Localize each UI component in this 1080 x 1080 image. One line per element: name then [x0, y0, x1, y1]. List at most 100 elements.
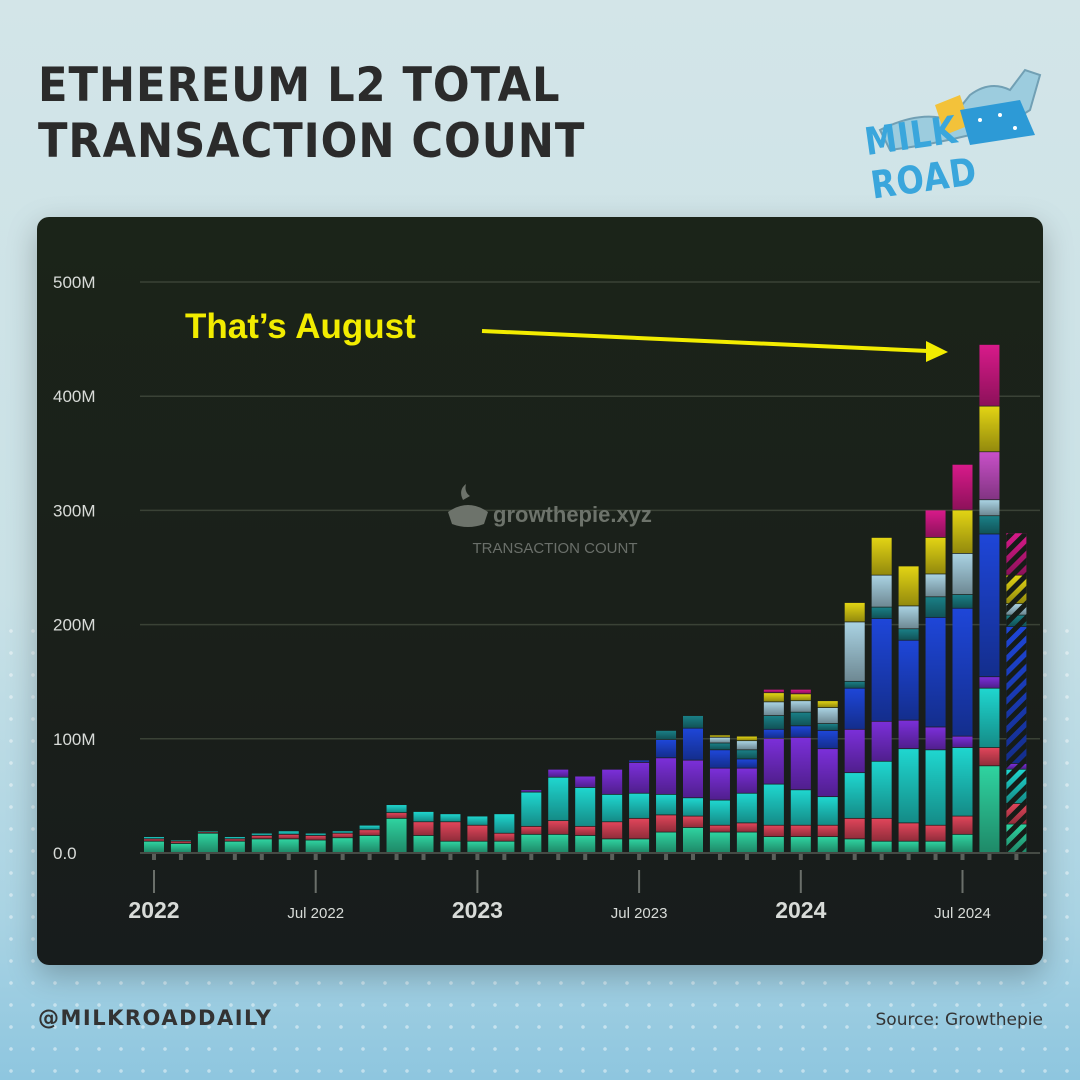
- segment-shade: [952, 464, 973, 510]
- bar-jul-2023[interactable]: [629, 760, 650, 853]
- segment-shade: [656, 794, 677, 815]
- segment-shade: [332, 831, 353, 833]
- bar-apr-2024[interactable]: [871, 537, 892, 853]
- segment-shade: [979, 677, 1000, 688]
- bar-mar-2023[interactable]: [521, 790, 542, 853]
- segment-shade: [844, 818, 865, 839]
- y-tick-label: 0.0: [53, 844, 77, 863]
- x-tick-label: 2023: [452, 897, 503, 923]
- bar-jun-2024[interactable]: [925, 510, 946, 853]
- segment-shade: [629, 793, 650, 818]
- segment-shade: [386, 818, 407, 853]
- segment-shade: [844, 602, 865, 622]
- x-minor-tick: [205, 854, 210, 860]
- segment-shade: [736, 823, 757, 832]
- segment-shade: [359, 835, 380, 853]
- segment-shade: [413, 822, 434, 836]
- footer-handle[interactable]: @MILKROADDAILY: [38, 1006, 273, 1030]
- x-minor-tick: [933, 854, 938, 860]
- segment-shade: [979, 516, 1000, 534]
- segment-shade: [224, 839, 245, 841]
- segment-shade: [521, 834, 542, 853]
- bar-oct-2023[interactable]: [709, 735, 730, 853]
- x-minor-tick: [556, 854, 561, 860]
- x-minor-tick: [502, 854, 507, 860]
- bar-dec-2023[interactable]: [763, 689, 784, 853]
- segment-shade: [925, 617, 946, 727]
- segment-shade: [952, 816, 973, 834]
- bar-feb-2023[interactable]: [494, 814, 515, 853]
- bar-jun-2023[interactable]: [602, 769, 623, 853]
- segment-shade: [817, 749, 838, 797]
- segment-shade: [871, 575, 892, 607]
- segment-shade: [979, 766, 1000, 853]
- partial-month-hatch: [1006, 533, 1027, 853]
- bar-aug-2023[interactable]: [656, 730, 677, 853]
- bar-may-2022[interactable]: [251, 833, 272, 853]
- segment-shade: [925, 750, 946, 825]
- segment-shade: [871, 537, 892, 575]
- segment-shade: [898, 629, 919, 640]
- bar-feb-2022[interactable]: [170, 840, 191, 853]
- segment-shade: [359, 825, 380, 830]
- segment-shade: [305, 840, 326, 853]
- bar-nov-2022[interactable]: [413, 811, 434, 853]
- segment-shade: [817, 837, 838, 853]
- bar-apr-2022[interactable]: [224, 837, 245, 853]
- footer-source: Source: Growthepie: [875, 1010, 1044, 1030]
- bar-jun-2022[interactable]: [278, 831, 299, 853]
- bar-sep-2024[interactable]: [1006, 533, 1027, 853]
- x-tick-label: Jul 2023: [611, 905, 668, 922]
- segment-shade: [494, 841, 515, 853]
- segment-shade: [763, 825, 784, 837]
- segment-shade: [709, 832, 730, 853]
- segment-shade: [521, 792, 542, 826]
- segment-shade: [790, 790, 811, 825]
- segment-shade: [790, 694, 811, 701]
- segment-shade: [602, 769, 623, 794]
- segment-shade: [251, 835, 272, 839]
- bar-dec-2022[interactable]: [440, 814, 461, 853]
- bar-aug-2022[interactable]: [332, 831, 353, 853]
- segment-shade: [736, 793, 757, 823]
- bar-apr-2023[interactable]: [548, 769, 569, 853]
- bar-aug-2024[interactable]: [979, 344, 1000, 853]
- bar-feb-2024[interactable]: [817, 701, 838, 853]
- bar-jul-2024[interactable]: [952, 464, 973, 853]
- segment-shade: [898, 841, 919, 853]
- milk-road-logo: MILK ROAD: [860, 50, 1050, 208]
- bar-oct-2022[interactable]: [386, 805, 407, 853]
- segment-shade: [844, 622, 865, 681]
- x-minor-tick: [286, 854, 291, 860]
- segment-shade: [521, 826, 542, 834]
- segment-shade: [763, 837, 784, 853]
- segment-shade: [170, 840, 191, 841]
- segment-shade: [629, 818, 650, 839]
- segment-shade: [817, 701, 838, 708]
- bar-sep-2023[interactable]: [683, 715, 703, 853]
- segment-shade: [494, 833, 515, 841]
- segment-shade: [709, 768, 730, 800]
- bar-nov-2023[interactable]: [736, 736, 757, 853]
- bar-jan-2022[interactable]: [144, 837, 164, 853]
- bar-jul-2022[interactable]: [305, 833, 326, 853]
- segment-shade: [898, 566, 919, 606]
- bar-may-2023[interactable]: [575, 776, 596, 853]
- bar-mar-2024[interactable]: [844, 602, 865, 853]
- segment-shade: [305, 833, 326, 836]
- segment-shade: [656, 832, 677, 853]
- bar-mar-2022[interactable]: [197, 831, 218, 853]
- segment-shade: [251, 839, 272, 853]
- segment-shade: [305, 835, 326, 840]
- segment-shade: [979, 500, 1000, 516]
- bar-may-2024[interactable]: [898, 566, 919, 853]
- segment-shade: [979, 406, 1000, 452]
- bar-jan-2023[interactable]: [467, 816, 488, 853]
- segment-shade: [709, 825, 730, 832]
- segment-shade: [170, 843, 191, 853]
- segment-shade: [683, 728, 703, 760]
- bar-jan-2024[interactable]: [790, 689, 811, 853]
- bar-sep-2022[interactable]: [359, 825, 380, 853]
- segment-shade: [278, 831, 299, 834]
- segment-shade: [521, 790, 542, 792]
